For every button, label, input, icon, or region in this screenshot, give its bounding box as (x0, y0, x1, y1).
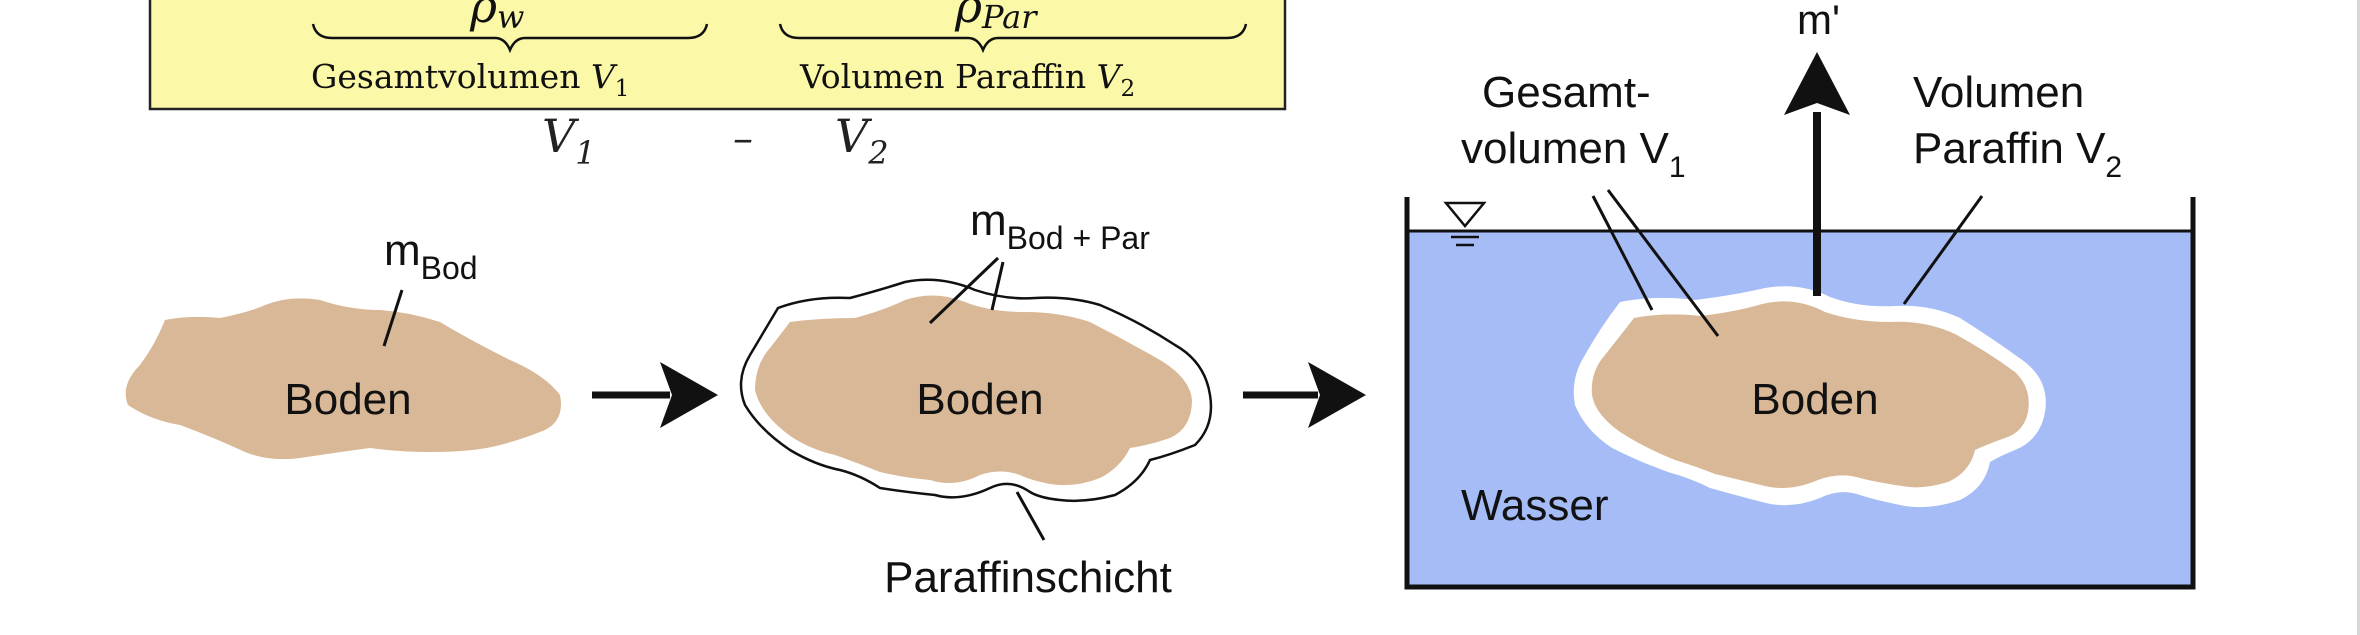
handwritten-annotation: V1 – V2 (542, 109, 889, 172)
paraffin-leader-line (1015, 491, 1046, 541)
formula-box-background (148, 0, 1287, 111)
mass-leader-line-2b (990, 261, 1005, 311)
soil-blob-3 (1591, 301, 2029, 488)
rho-w-symbol: ρw (469, 0, 524, 36)
handwritten-minus: – (733, 116, 753, 162)
buoyancy-arrow-head (1784, 52, 1850, 115)
page-edge (2357, 0, 2360, 635)
underbrace-left (311, 23, 709, 54)
mass-label-soil: mBod (384, 226, 478, 286)
force-label: m' (1797, 0, 1840, 43)
step-2-coated-sample: mBod + Par Boden Paraffinschicht (739, 196, 1213, 602)
formula-box: ρw ρPar Gesamtvolumen V1 Volumen Paraffi… (148, 0, 1287, 111)
soil-label-1: Boden (284, 375, 411, 424)
underbrace-right (778, 23, 1248, 54)
mass-leader-line-1 (382, 289, 404, 347)
arrow-2-head (1308, 362, 1366, 428)
paraffin-layer-label: Paraffinschicht (884, 553, 1172, 602)
label-paraffin-volume: Volumen Paraffin V2 (799, 57, 1135, 102)
mass-label-coated: mBod + Par (970, 196, 1150, 256)
total-volume-label-line1: Gesamt- (1482, 68, 1651, 117)
total-volume-leader-b (1606, 189, 1720, 337)
arrow-2 (1243, 362, 1366, 428)
arrow-1-head (660, 362, 718, 428)
handwritten-v1: V1 (542, 109, 596, 172)
total-volume-leader-a (1591, 195, 1654, 311)
rho-par-symbol: ρPar (954, 0, 1038, 36)
soil-label-3: Boden (1751, 375, 1878, 424)
water-level-icon (1443, 201, 1487, 228)
total-volume-label-line2: volumen V1 (1461, 124, 1686, 184)
soil-label-2: Boden (916, 375, 1043, 424)
container-walls (1404, 197, 2196, 590)
mass-leader-line-2a (928, 256, 1000, 325)
soil-blob-2 (755, 295, 1192, 486)
label-total-volume: Gesamtvolumen V1 (311, 57, 629, 102)
step-1-soil-sample: mBod Boden (125, 226, 561, 460)
step-3-water-bath: m' Gesamt- volumen V1 Volumen Paraffin V… (1404, 0, 2196, 590)
paraffin-volume-leader (1902, 195, 1984, 305)
arrow-1 (592, 362, 718, 428)
paraffin-volume-label-line2: Paraffin V2 (1913, 124, 2122, 184)
water-label: Wasser (1461, 481, 1609, 530)
handwritten-v2: V2 (835, 109, 889, 172)
soil-blob-1 (125, 298, 561, 460)
paraffin-volume-label-line1: Volumen (1913, 68, 2084, 117)
